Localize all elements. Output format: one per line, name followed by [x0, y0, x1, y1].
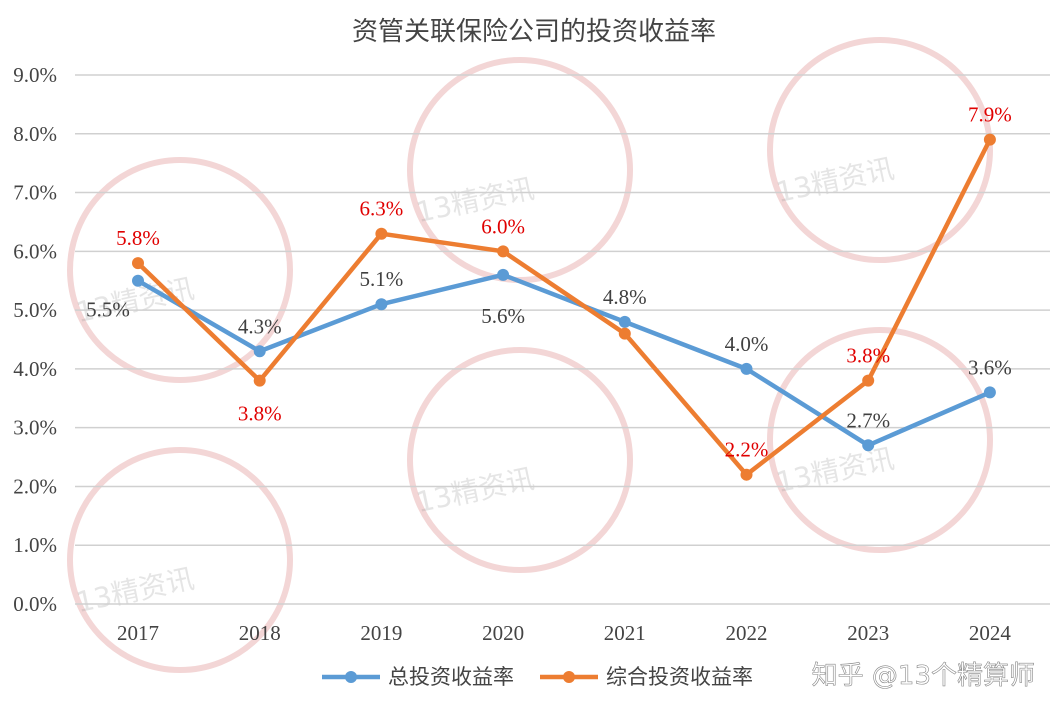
- series-line-1: [136, 272, 991, 448]
- data-point: [862, 374, 875, 387]
- x-tick-label: 2022: [726, 621, 768, 645]
- data-point: [253, 345, 266, 358]
- data-label: 4.8%: [603, 285, 647, 309]
- series-line-2: [136, 138, 992, 477]
- y-tick-label: 6.0%: [13, 239, 57, 263]
- chart-title: 资管关联保险公司的投资收益率: [352, 17, 716, 46]
- stamp-text: 13精资讯: [773, 152, 897, 209]
- legend-label: 总投资收益率: [388, 665, 514, 689]
- data-label: 7.9%: [968, 103, 1012, 127]
- x-tick-label: 2018: [239, 621, 281, 645]
- data-point: [862, 439, 875, 452]
- data-label: 3.8%: [238, 402, 282, 426]
- y-tick-label: 7.0%: [13, 181, 57, 205]
- stamp-text: 13精资讯: [413, 462, 537, 519]
- y-tick-label: 9.0%: [13, 63, 57, 87]
- data-label: 5.5%: [86, 298, 130, 322]
- stamp-circle: [67, 447, 293, 673]
- data-point: [375, 227, 388, 240]
- data-label: 6.0%: [481, 214, 525, 238]
- watermark-text: 知乎 @13个精算师: [812, 661, 1035, 691]
- data-label: 5.6%: [481, 304, 525, 328]
- y-tick-label: 8.0%: [13, 122, 57, 146]
- y-tick-label: 0.0%: [13, 592, 57, 616]
- data-label: 4.3%: [238, 314, 282, 338]
- data-point: [132, 274, 144, 287]
- data-point: [497, 245, 510, 258]
- stamp-circle: [407, 57, 633, 283]
- data-label: 6.3%: [360, 197, 404, 221]
- data-point: [497, 268, 510, 281]
- legend-marker: [563, 671, 575, 683]
- data-label: 5.8%: [116, 226, 160, 250]
- data-label: 5.1%: [360, 267, 404, 291]
- x-tick-label: 2020: [482, 621, 524, 645]
- data-point: [983, 133, 996, 146]
- x-axis-ticks: 2017 2018 2019 2020 2021 2022 2023 2024: [117, 621, 1011, 645]
- data-point: [375, 298, 388, 311]
- data-point: [618, 315, 631, 328]
- data-point: [253, 374, 266, 387]
- x-tick-label: 2021: [604, 621, 646, 645]
- data-point: [132, 257, 144, 270]
- x-tick-label: 2024: [969, 621, 1012, 645]
- data-label: 3.6%: [968, 355, 1012, 379]
- data-label: 2.7%: [846, 408, 890, 432]
- stamp-circle: [767, 327, 993, 553]
- stamp-text: 13精资讯: [773, 442, 897, 499]
- y-tick-label: 1.0%: [13, 533, 57, 557]
- stamp-circle: [767, 37, 993, 263]
- legend-label: 综合投资收益率: [606, 665, 753, 689]
- series-layer: 5.5% 4.3% 5.1% 5.6% 4.8% 4.0% 2.7% 3.6% 5.8% 3.8%…: [86, 103, 1012, 481]
- y-tick-label: 5.0%: [13, 298, 57, 322]
- data-point: [983, 386, 996, 399]
- stamp-circle: [407, 347, 633, 573]
- legend: 总投资收益率 综合投资收益率: [322, 665, 753, 689]
- data-label: 3.8%: [846, 344, 890, 368]
- y-axis-ticks: 0.0% 1.0% 2.0% 3.0% 4.0% 5.0% 6.0% 7.0% 8.0% 9.0%: [13, 63, 57, 616]
- x-tick-label: 2023: [847, 621, 889, 645]
- data-label: 4.0%: [725, 332, 769, 356]
- y-tick-label: 3.0%: [13, 416, 57, 440]
- data-point: [740, 468, 753, 481]
- gridlines: [75, 74, 1050, 605]
- stamp-text: 13精资讯: [73, 562, 197, 619]
- data-point: [618, 327, 631, 340]
- stamp-circle: [67, 157, 293, 383]
- data-label: 2.2%: [725, 438, 769, 462]
- y-tick-label: 2.0%: [13, 474, 57, 498]
- x-tick-label: 2019: [360, 621, 402, 645]
- data-point: [740, 362, 753, 375]
- x-tick-label: 2017: [117, 621, 159, 645]
- legend-marker: [345, 671, 357, 683]
- y-tick-label: 4.0%: [13, 357, 57, 381]
